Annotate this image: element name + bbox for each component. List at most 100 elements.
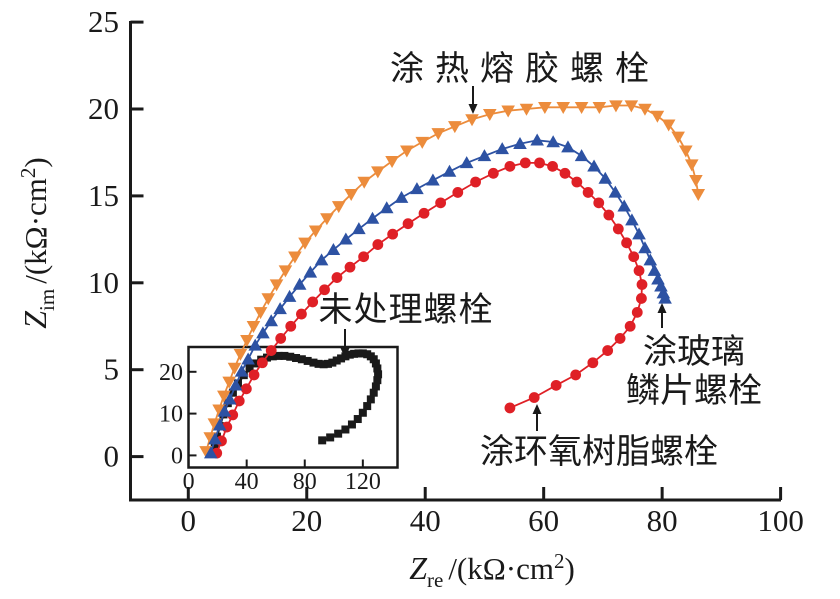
marker-square <box>297 355 306 364</box>
marker-triangle-up <box>282 289 297 302</box>
marker-triangle-down <box>227 362 242 375</box>
marker-square <box>373 376 382 385</box>
y-tick-label: 25 <box>88 4 119 39</box>
marker-triangle-up <box>410 182 424 195</box>
marker-square <box>328 358 337 367</box>
marker-triangle-up <box>339 232 353 245</box>
marker-circle <box>319 284 330 296</box>
marker-circle <box>435 197 447 209</box>
marker-triangle-up <box>208 432 222 445</box>
hot-melt-label-text: 涂热熔胶螺栓 <box>390 50 660 88</box>
marker-circle <box>633 265 645 277</box>
x-tick-label: 0 <box>181 503 197 538</box>
marker-triangle-down <box>217 390 231 403</box>
marker-triangle-up <box>632 227 646 240</box>
series-line-glass-flake <box>209 139 666 454</box>
marker-triangle-up <box>530 133 544 146</box>
marker-square <box>268 352 277 361</box>
marker-circle <box>358 251 370 263</box>
x-axis-title: Zre/(kΩ·cm2) <box>409 549 575 592</box>
marker-triangle-up <box>303 265 318 278</box>
marker-square <box>353 415 362 424</box>
marker-square <box>350 349 359 358</box>
marker-circle <box>614 333 626 344</box>
marker-circle <box>504 402 516 414</box>
marker-triangle-down <box>556 102 571 115</box>
marker-triangle-up <box>379 201 394 214</box>
marker-triangle-down <box>212 404 226 417</box>
marker-circle <box>582 187 594 198</box>
marker-triangle-down <box>691 188 706 201</box>
marker-square <box>280 351 289 360</box>
marker-triangle-down <box>689 175 703 188</box>
marker-triangle-down <box>638 103 652 116</box>
marker-circle <box>593 197 605 209</box>
marker-circle <box>504 160 516 172</box>
marker-triangle-up <box>598 171 613 184</box>
marker-triangle-down <box>574 102 589 115</box>
inset-x-tick-label: 40 <box>235 469 259 495</box>
marker-circle <box>452 187 464 198</box>
marker-square <box>345 350 354 359</box>
marker-square <box>337 354 346 363</box>
marker-triangle-down <box>501 105 515 118</box>
marker-square <box>292 354 301 363</box>
marker-triangle-down <box>240 334 254 347</box>
marker-triangle-up <box>314 253 329 266</box>
axis-lines <box>129 21 781 502</box>
marker-triangle-up <box>647 263 662 276</box>
marker-circle <box>387 228 399 240</box>
inset-y-tick-label: 0 <box>171 443 183 469</box>
marker-square <box>334 429 343 438</box>
y-tick-label: 5 <box>104 352 120 387</box>
marker-triangle-down <box>671 131 685 144</box>
marker-triangle-up <box>394 190 409 203</box>
marker-triangle-down <box>261 293 276 306</box>
marker-circle <box>307 296 319 308</box>
marker-square <box>371 382 380 391</box>
marker-triangle-up <box>587 159 601 172</box>
marker-circle <box>233 395 245 407</box>
inset-y-tick-label: 20 <box>159 360 183 386</box>
marker-triangle-up <box>513 136 527 149</box>
epoxy-label-arrowhead <box>532 404 542 414</box>
marker-triangle-up <box>426 173 440 186</box>
untreated-label-text: 未处理螺栓 <box>319 291 494 329</box>
marker-circle <box>631 306 643 318</box>
y-axis-title: Zim/(kΩ·cm2) <box>16 157 59 328</box>
marker-square <box>332 356 341 365</box>
marker-square <box>358 408 367 417</box>
marker-square <box>369 355 378 364</box>
y-tick-label: 15 <box>88 178 119 213</box>
marker-square <box>245 364 254 373</box>
marker-circle <box>275 333 287 344</box>
marker-circle <box>550 379 562 391</box>
marker-triangle-up <box>217 404 232 417</box>
marker-circle <box>621 237 633 249</box>
marker-triangle-down <box>207 418 222 431</box>
marker-triangle-up <box>212 418 227 431</box>
marker-square <box>373 364 382 373</box>
marker-square <box>251 359 260 368</box>
x-axis-title-text: Zre/(kΩ·cm2) <box>409 549 575 592</box>
annotation-epoxy-label: 涂环氧树脂螺栓 <box>480 404 718 471</box>
marker-circle <box>534 157 545 169</box>
marker-triangle-up <box>561 140 575 153</box>
marker-circle <box>528 392 540 403</box>
marker-triangle-down <box>278 265 293 278</box>
marker-triangle-down <box>624 100 639 113</box>
marker-triangle-up <box>495 142 510 155</box>
marker-triangle-up <box>204 446 218 459</box>
marker-circle <box>331 272 343 283</box>
marker-square <box>358 349 367 358</box>
annotation-untreated-label: 未处理螺栓 <box>319 291 494 358</box>
x-tick-label: 60 <box>528 503 559 538</box>
marker-triangle-down <box>609 100 623 113</box>
marker-triangle-down <box>298 237 312 250</box>
marker-triangle-down <box>415 136 430 149</box>
marker-triangle-up <box>625 213 639 226</box>
untreated-label-arrowhead <box>340 348 350 358</box>
marker-triangle-up <box>477 149 492 162</box>
